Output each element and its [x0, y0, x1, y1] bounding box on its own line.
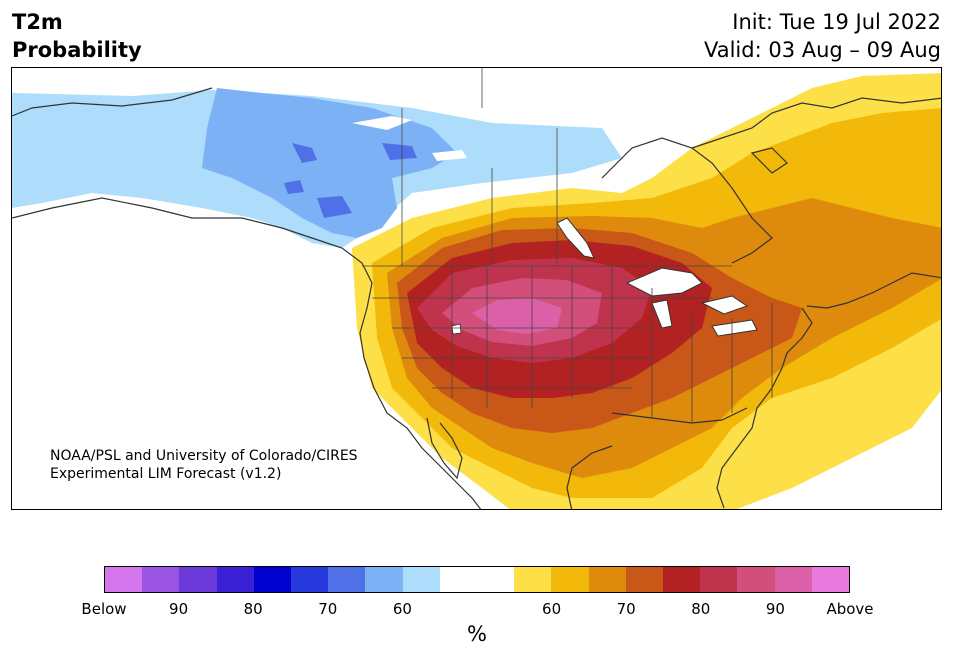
below-normal-snow-patch	[352, 116, 467, 161]
colorbar-unit: %	[467, 622, 487, 646]
colorbar-swatch	[365, 567, 403, 592]
colorbar-tick-label: Below	[81, 600, 127, 618]
colorbar-swatch	[700, 567, 738, 592]
lake-winnipeg	[556, 217, 595, 259]
colorbar-swatch	[253, 567, 292, 592]
forecast-dates: Init: Tue 19 Jul 2022 Valid: 03 Aug – 09…	[704, 8, 941, 64]
colorbar-tick-label: 80	[691, 600, 711, 618]
init-date: Init: Tue 19 Jul 2022	[732, 10, 941, 34]
great-salt-lake	[451, 323, 462, 335]
great-lakes	[625, 267, 758, 337]
colorbar-swatch	[514, 567, 552, 592]
credit-line-1: NOAA/PSL and University of Colorado/CIRE…	[50, 448, 358, 464]
colorbar-tick-label: 60	[392, 600, 412, 618]
colorbar-swatch	[551, 567, 589, 592]
coastlines	[12, 87, 941, 509]
colorbar-swatch	[216, 567, 254, 592]
map-title: T2m Probability	[12, 8, 142, 64]
colorbar-swatch	[588, 567, 626, 592]
colorbar-swatch	[328, 567, 366, 592]
colorbar-swatch	[737, 567, 775, 592]
title-variable: T2m	[12, 10, 63, 34]
probability-map: NOAA/PSL and University of Colorado/CIRE…	[11, 67, 942, 510]
colorbar-tick-label: 90	[169, 600, 189, 618]
colorbar-swatch	[402, 567, 440, 592]
above-normal-region-95	[472, 298, 562, 334]
colorbar-swatch	[142, 567, 180, 592]
data-credit: NOAA/PSL and University of Colorado/CIRE…	[50, 447, 358, 483]
state-borders	[362, 68, 773, 423]
colorbar	[104, 566, 850, 593]
colorbar-tick-label: 70	[616, 600, 636, 618]
colorbar-swatch	[439, 567, 478, 592]
below-normal-region-80	[284, 143, 417, 218]
colorbar-swatch	[179, 567, 217, 592]
colorbar-tick-label: 60	[542, 600, 562, 618]
colorbar-swatch	[625, 567, 664, 592]
colorbar-swatch	[774, 567, 812, 592]
colorbar-tick-label: 80	[243, 600, 263, 618]
colorbar-tick-label: 90	[765, 600, 785, 618]
colorbar-swatch	[811, 567, 850, 592]
credit-line-2: Experimental LIM Forecast (v1.2)	[50, 466, 282, 482]
valid-range: Valid: 03 Aug – 09 Aug	[703, 38, 941, 62]
colorbar-tick-label: 70	[318, 600, 338, 618]
colorbar-tick-label: Above	[826, 600, 874, 618]
title-type: Probability	[12, 38, 142, 62]
map-canvas	[12, 68, 941, 509]
colorbar-swatch	[291, 567, 329, 592]
colorbar-swatch	[663, 567, 701, 592]
colorbar-swatch	[105, 567, 143, 592]
colorbar-swatch	[477, 567, 515, 592]
